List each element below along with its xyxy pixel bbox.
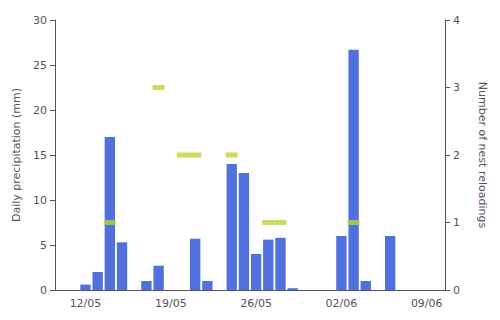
svg-text:02/06: 02/06 bbox=[326, 297, 358, 310]
svg-text:5: 5 bbox=[40, 239, 47, 252]
svg-text:1: 1 bbox=[453, 216, 460, 229]
svg-text:4: 4 bbox=[453, 14, 460, 27]
svg-text:25: 25 bbox=[33, 59, 47, 72]
svg-text:15: 15 bbox=[33, 149, 47, 162]
svg-text:0: 0 bbox=[40, 284, 47, 297]
svg-text:Number of nest reloadings: Number of nest reloadings bbox=[476, 82, 489, 229]
svg-text:19/05: 19/05 bbox=[155, 297, 187, 310]
svg-text:10: 10 bbox=[33, 194, 47, 207]
svg-text:3: 3 bbox=[453, 81, 460, 94]
svg-text:26/05: 26/05 bbox=[240, 297, 272, 310]
svg-text:12/05: 12/05 bbox=[70, 297, 102, 310]
svg-text:Daily precipitation (mm): Daily precipitation (mm) bbox=[10, 88, 23, 222]
svg-text:09/06: 09/06 bbox=[411, 297, 443, 310]
svg-text:0: 0 bbox=[453, 284, 460, 297]
svg-text:30: 30 bbox=[33, 14, 47, 27]
svg-text:2: 2 bbox=[453, 149, 460, 162]
svg-text:20: 20 bbox=[33, 104, 47, 117]
